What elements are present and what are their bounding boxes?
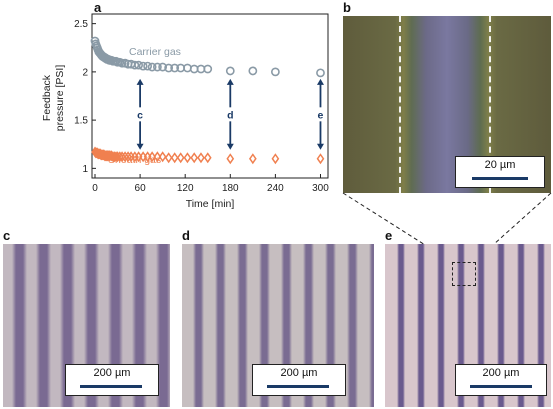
carrier-gas-point — [164, 63, 174, 73]
sheath-gas-point — [203, 152, 212, 164]
sheath-gas-point — [176, 152, 185, 164]
scalebar-label-c: 200 µm — [93, 367, 131, 379]
ylabel-line-2: pressure [PSI] — [54, 65, 66, 132]
scalebar-b — [472, 177, 528, 180]
pressure-chart: 0 60 120 180 240 300 1 1.5 2 2.5 c d e Feedback pre… — [41, 13, 329, 210]
annotation-arrowhead-up — [226, 78, 234, 85]
x-tick-label: 0 — [92, 183, 98, 194]
micrograph-b: 20 µm — [343, 16, 551, 193]
y-tick-label: 2 — [82, 67, 88, 78]
carrier-gas-point — [225, 66, 235, 76]
scalebar-box-d: 200 µm — [252, 364, 346, 396]
scalebar-label-e: 200 µm — [482, 367, 520, 379]
carrier-gas-point — [170, 63, 180, 73]
x-tick-label: 300 — [312, 183, 329, 194]
carrier-gas-point — [248, 66, 258, 76]
x-tick-label: 240 — [267, 183, 284, 194]
ylabel-line-1: Feedback — [41, 74, 53, 121]
panel-label-c: c — [3, 228, 11, 243]
annotation-label: e — [318, 109, 324, 121]
zoom-box — [452, 262, 476, 286]
annotation-label: d — [227, 109, 233, 121]
dashed-line-left — [399, 16, 401, 193]
annotation-arrowhead-down — [316, 143, 324, 150]
scalebar-label-d: 200 µm — [280, 367, 318, 379]
carrier-gas-point — [138, 61, 148, 71]
carrier-gas-point — [117, 58, 127, 68]
y-tick-label: 1 — [82, 164, 88, 175]
micrograph-e: 200 µm — [385, 244, 551, 407]
annotation-label: c — [137, 109, 143, 121]
carrier-gas-point — [203, 64, 213, 74]
panel-label-a: a — [94, 0, 102, 15]
scalebar-d — [267, 385, 329, 388]
carrier-gas-point — [134, 60, 143, 70]
x-tick-label: 60 — [135, 183, 147, 194]
legend-sheath-gas: Sheath gas — [108, 154, 161, 166]
carrier-gas-point — [158, 62, 168, 72]
y-tick-label: 1.5 — [74, 116, 88, 127]
carrier-gas-point — [316, 68, 325, 78]
carrier-gas-point — [147, 62, 157, 72]
y-tick-label: 2.5 — [74, 19, 88, 30]
scalebar-box-e: 200 µm — [455, 364, 547, 396]
scalebar-box-c: 200 µm — [65, 364, 159, 396]
dashed-line-right — [489, 16, 491, 193]
sheath-gas-point — [183, 152, 192, 164]
sheath-gas-point — [190, 152, 199, 164]
x-tick-label: 120 — [177, 183, 194, 194]
micrograph-d: 200 µm — [182, 244, 374, 407]
sheath-gas-point — [170, 152, 179, 164]
sheath-gas-point — [197, 152, 205, 164]
sheath-gas-point — [153, 151, 162, 163]
carrier-gas-point — [130, 60, 140, 70]
sheath-gas-point — [316, 153, 325, 165]
carrier-gas-point — [143, 61, 153, 71]
annotation-arrowhead-up — [316, 78, 324, 85]
carrier-gas-point — [270, 67, 280, 77]
scalebar-e — [470, 385, 532, 388]
panel-label-d: d — [182, 228, 190, 243]
plot-frame — [91, 13, 329, 179]
x-tick-label: 180 — [222, 183, 239, 194]
sheath-gas-point — [164, 152, 173, 164]
sheath-gas-point — [226, 153, 235, 165]
annotation-arrowhead-down — [226, 143, 234, 150]
scalebar-label-b: 20 µm — [484, 159, 516, 171]
sheath-gas-point — [248, 153, 257, 165]
xlabel: Time [min] — [186, 198, 235, 210]
micrograph-c: 200 µm — [3, 244, 170, 407]
panel-label-b: b — [343, 0, 351, 15]
scalebar-box-b: 20 µm — [455, 156, 545, 188]
sheath-gas-point — [148, 151, 156, 163]
annotation-arrowhead-up — [136, 78, 144, 85]
sheath-gas-point — [271, 153, 280, 165]
panel-label-e: e — [385, 228, 393, 243]
sheath-gas-point — [115, 151, 124, 163]
carrier-gas-point — [152, 62, 162, 72]
sheath-gas-point — [158, 151, 167, 163]
annotation-arrowhead-down — [136, 143, 144, 150]
scalebar-c — [80, 385, 142, 388]
legend-carrier-gas: Carrier gas — [129, 46, 181, 58]
